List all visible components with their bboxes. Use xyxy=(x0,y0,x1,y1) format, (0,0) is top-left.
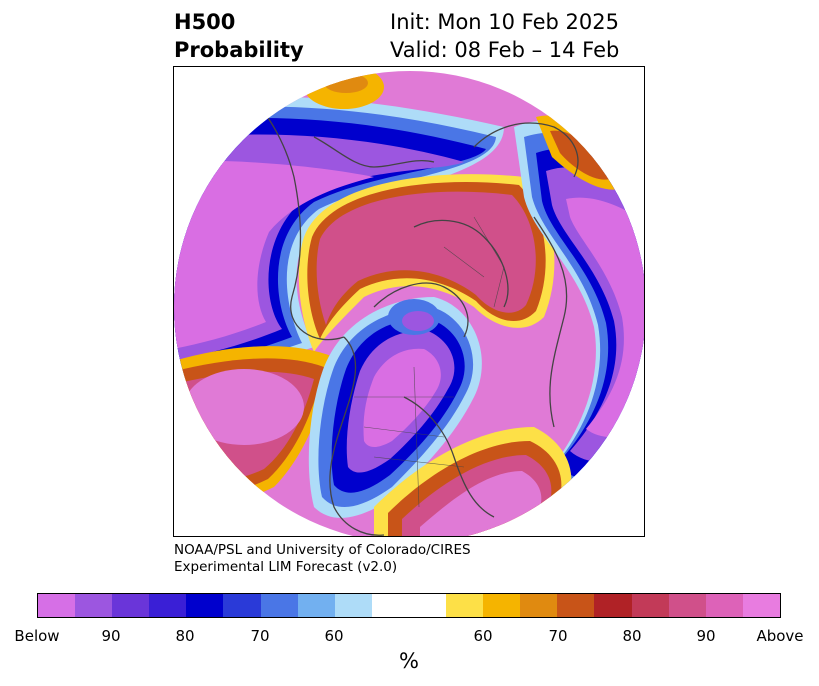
probability-map xyxy=(173,66,645,537)
polar-map-svg xyxy=(174,71,644,536)
colorbar-tick-below-60: 60 xyxy=(324,627,344,645)
credit-text: NOAA/PSL and University of Colorado/CIRE… xyxy=(174,542,471,576)
title-variable: H500 xyxy=(174,10,236,34)
colorbar-tick-above-70: 70 xyxy=(548,627,568,645)
init-date: Init: Mon 10 Feb 2025 xyxy=(390,10,619,34)
map-dates: Init: Mon 10 Feb 2025 Valid: 08 Feb – 14… xyxy=(390,8,619,64)
colorbar-segment xyxy=(483,594,521,617)
colorbar-tick-above-90: 90 xyxy=(696,627,716,645)
valid-range: Valid: 08 Feb – 14 Feb xyxy=(390,38,620,62)
colorbar-segment xyxy=(631,594,669,617)
colorbar-segment xyxy=(149,594,187,617)
colorbar-segment xyxy=(520,594,558,617)
colorbar-segment xyxy=(408,594,447,617)
colorbar-segment xyxy=(260,594,298,617)
colorbar-segment xyxy=(371,594,409,617)
map-title: H500 Probability xyxy=(174,8,304,64)
above-max-sw xyxy=(184,369,304,445)
title-quantity: Probability xyxy=(174,38,304,62)
colorbar-segment xyxy=(557,594,595,617)
colorbar-segment xyxy=(705,594,743,617)
below-mid-hudson xyxy=(402,311,434,331)
colorbar-tick-above: Above xyxy=(756,627,804,645)
above-mid-npac xyxy=(324,73,368,93)
colorbar-segment xyxy=(186,594,224,617)
colorbar-segment xyxy=(334,594,372,617)
colorbar-tick-above-60: 60 xyxy=(473,627,493,645)
colorbar-tick-below-90: 90 xyxy=(101,627,121,645)
above-strong-pole xyxy=(316,191,536,325)
colorbar-unit: % xyxy=(399,649,419,673)
credit-line-2: Experimental LIM Forecast (v2.0) xyxy=(174,559,398,575)
colorbar xyxy=(37,593,781,618)
below-strong-na xyxy=(363,348,441,447)
colorbar-tick-below: Below xyxy=(14,627,60,645)
colorbar-tick-below-70: 70 xyxy=(250,627,270,645)
below-strong-nw xyxy=(174,160,374,352)
colorbar-segment xyxy=(594,594,632,617)
colorbar-tick-below-80: 80 xyxy=(175,627,195,645)
colorbar-tick-above-80: 80 xyxy=(622,627,642,645)
colorbar-segment xyxy=(742,594,780,617)
coastlines xyxy=(233,76,579,536)
credit-line-1: NOAA/PSL and University of Colorado/CIRE… xyxy=(174,542,471,558)
colorbar-segment xyxy=(75,594,113,617)
colorbar-segment xyxy=(112,594,150,617)
colorbar-segment xyxy=(668,594,706,617)
above-mid-natl xyxy=(550,130,610,180)
colorbar-segment xyxy=(223,594,261,617)
colorbar-segment xyxy=(446,594,484,617)
colorbar-segment xyxy=(38,594,76,617)
below-strong-ne xyxy=(566,197,644,438)
colorbar-segment xyxy=(297,594,335,617)
